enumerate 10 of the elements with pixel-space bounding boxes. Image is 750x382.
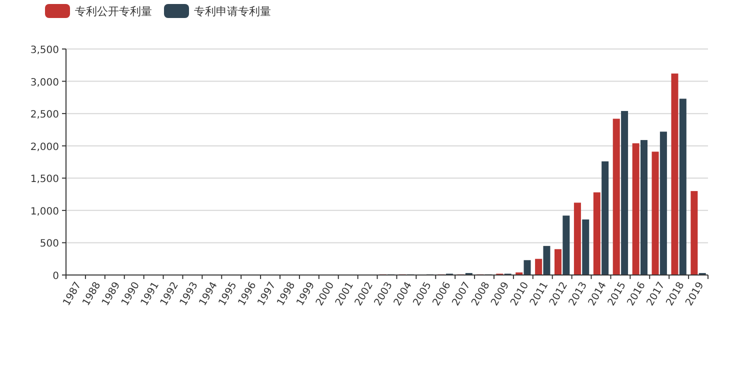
y-tick-label: 3,500	[30, 45, 59, 56]
legend-label: 专利申请专利量	[194, 5, 271, 18]
y-tick-label: 1,000	[30, 206, 59, 218]
y-tick-label: 2,000	[30, 142, 59, 153]
y-tick-label: 500	[40, 238, 59, 250]
y-tick-label: 1,500	[30, 174, 59, 186]
legend-label: 专利公开专利量	[75, 5, 152, 18]
y-tick-label: 2,500	[30, 110, 59, 121]
y-tick-label: 0	[52, 271, 59, 282]
y-tick-label: 3,000	[30, 77, 59, 88]
